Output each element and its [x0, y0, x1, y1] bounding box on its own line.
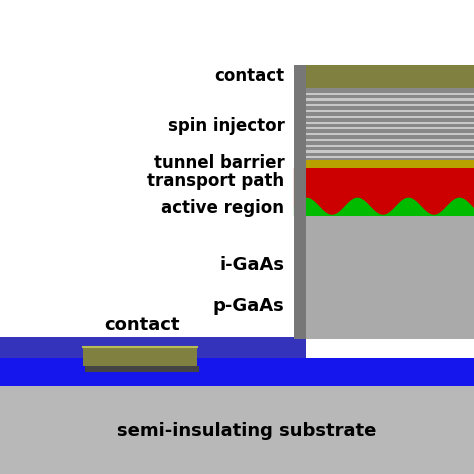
Text: tunnel barrier: tunnel barrier [154, 154, 284, 172]
Bar [294, 197, 474, 216]
Bar [0, 358, 474, 386]
Bar [294, 150, 474, 153]
Bar [0, 337, 306, 358]
Bar [294, 133, 474, 135]
Text: transport path: transport path [147, 172, 284, 190]
Polygon shape [294, 168, 474, 215]
Bar [294, 65, 306, 339]
Bar [294, 139, 474, 141]
Bar [294, 104, 474, 107]
Bar [294, 216, 474, 339]
Bar [294, 93, 474, 95]
Bar [294, 116, 474, 118]
Text: contact: contact [104, 316, 180, 334]
Text: semi-insulating substrate: semi-insulating substrate [117, 422, 376, 440]
Bar [294, 99, 474, 100]
Bar [85, 366, 199, 372]
Bar [83, 347, 197, 366]
Bar [0, 386, 474, 474]
Text: p-GaAs: p-GaAs [213, 297, 284, 315]
Text: spin injector: spin injector [167, 117, 284, 135]
Text: i-GaAs: i-GaAs [219, 256, 284, 274]
Polygon shape [294, 198, 474, 216]
Bar [294, 160, 474, 168]
Bar [294, 110, 474, 112]
Bar [294, 121, 474, 124]
Bar [294, 168, 474, 197]
Bar [294, 88, 474, 160]
Bar [294, 128, 474, 129]
Bar [294, 65, 474, 88]
Text: active region: active region [162, 199, 284, 217]
Text: contact: contact [214, 67, 284, 85]
Bar [294, 156, 474, 158]
Bar [294, 145, 474, 147]
